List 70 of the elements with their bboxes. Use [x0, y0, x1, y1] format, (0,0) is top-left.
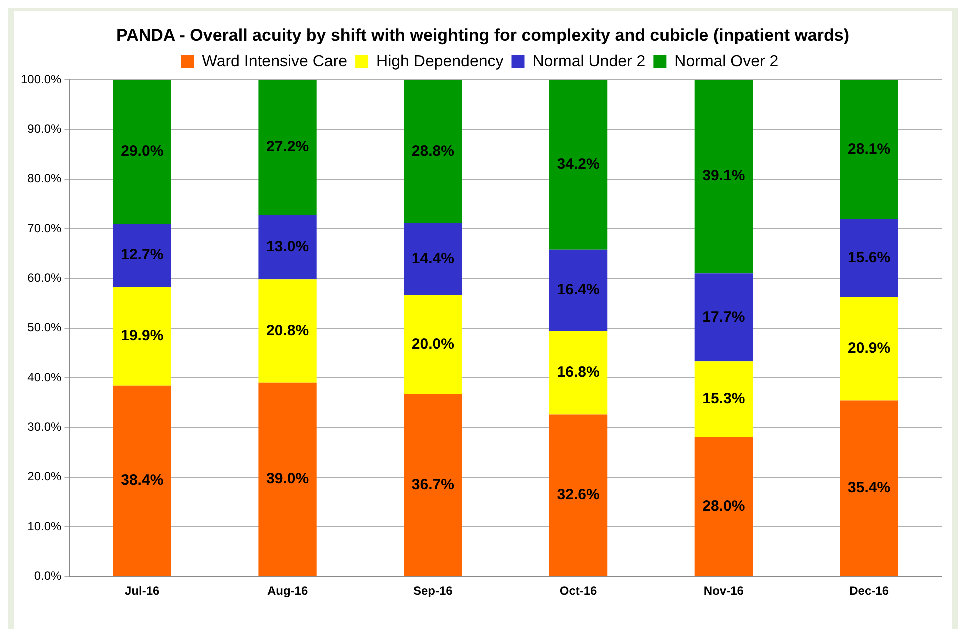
y-tick-label: 40.0%: [28, 370, 62, 384]
data-label: 16.4%: [557, 282, 600, 299]
data-label: 15.6%: [848, 249, 891, 266]
bar: [840, 80, 898, 220]
data-label: 27.2%: [266, 138, 310, 156]
data-label: 34.2%: [557, 156, 600, 174]
bar: [840, 220, 898, 298]
bar: [258, 382, 317, 576]
legend-label: Ward Intensive Care: [202, 53, 348, 70]
chart-title: PANDA - Overall acuity by shift with weighting for complexity and cubicle (inpatient wards): [116, 25, 850, 46]
y-tick-label: 50.0%: [28, 320, 62, 335]
data-label: 28.1%: [848, 140, 891, 158]
bar: [694, 274, 753, 362]
y-tick-label: 20.0%: [28, 470, 62, 484]
legend-label: High Dependency: [376, 53, 504, 70]
bar: [549, 331, 608, 415]
bar: [113, 80, 172, 224]
legend-label: Normal Over 2: [674, 53, 779, 70]
y-tick-label: 90.0%: [28, 122, 62, 136]
bar: [404, 80, 462, 224]
data-label: 38.4%: [121, 472, 164, 490]
data-label: 17.7%: [702, 308, 746, 326]
data-label: 39.1%: [702, 168, 746, 185]
y-tick-label: 100.0%: [20, 72, 62, 86]
y-tick-label: 0.0%: [34, 568, 62, 583]
bar: [113, 287, 172, 386]
data-label: 13.0%: [266, 238, 310, 256]
bar: [113, 386, 172, 576]
data-label: 35.4%: [848, 480, 891, 497]
data-label: 20.0%: [412, 336, 454, 353]
bar: [549, 80, 608, 250]
y-tick-label: 80.0%: [28, 172, 62, 186]
x-tick-label: Jul-16: [125, 584, 160, 598]
y-tick-label: 30.0%: [28, 420, 62, 434]
data-label: 28.0%: [702, 498, 746, 515]
legend-label: Normal Under 2: [532, 53, 646, 70]
bar: [258, 80, 317, 216]
data-label: 32.6%: [557, 486, 600, 504]
bar: [549, 414, 608, 576]
data-label: 15.3%: [702, 390, 746, 408]
x-tick-label: Dec-16: [850, 584, 890, 598]
bar: [549, 250, 608, 332]
data-label: 16.8%: [557, 364, 600, 382]
data-label: 29.0%: [121, 143, 164, 160]
data-label: 14.4%: [412, 250, 454, 268]
bar: [113, 224, 172, 288]
x-tick-label: Sep-16: [413, 584, 454, 598]
bar: [258, 280, 317, 383]
bar: [404, 394, 462, 576]
x-tick-label: Nov-16: [704, 584, 744, 598]
y-tick-label: 10.0%: [28, 519, 62, 534]
data-label: 28.8%: [412, 143, 454, 160]
bar: [694, 362, 753, 438]
bar: [694, 438, 753, 576]
bar: [840, 297, 898, 401]
bar: [258, 215, 317, 280]
data-label: 12.7%: [121, 246, 164, 264]
x-tick-label: Oct-16: [560, 584, 598, 598]
bar: [694, 80, 753, 274]
bar: [840, 400, 898, 576]
data-label: 39.0%: [266, 470, 310, 488]
bar: [404, 224, 462, 296]
bar: [404, 295, 462, 394]
x-tick-label: Aug-16: [267, 584, 308, 598]
data-label: 20.8%: [266, 322, 310, 340]
data-label: 19.9%: [121, 328, 164, 345]
y-tick-label: 60.0%: [28, 270, 62, 285]
data-label: 20.9%: [848, 340, 891, 358]
data-label: 36.7%: [412, 476, 454, 494]
y-tick-label: 70.0%: [28, 221, 62, 236]
